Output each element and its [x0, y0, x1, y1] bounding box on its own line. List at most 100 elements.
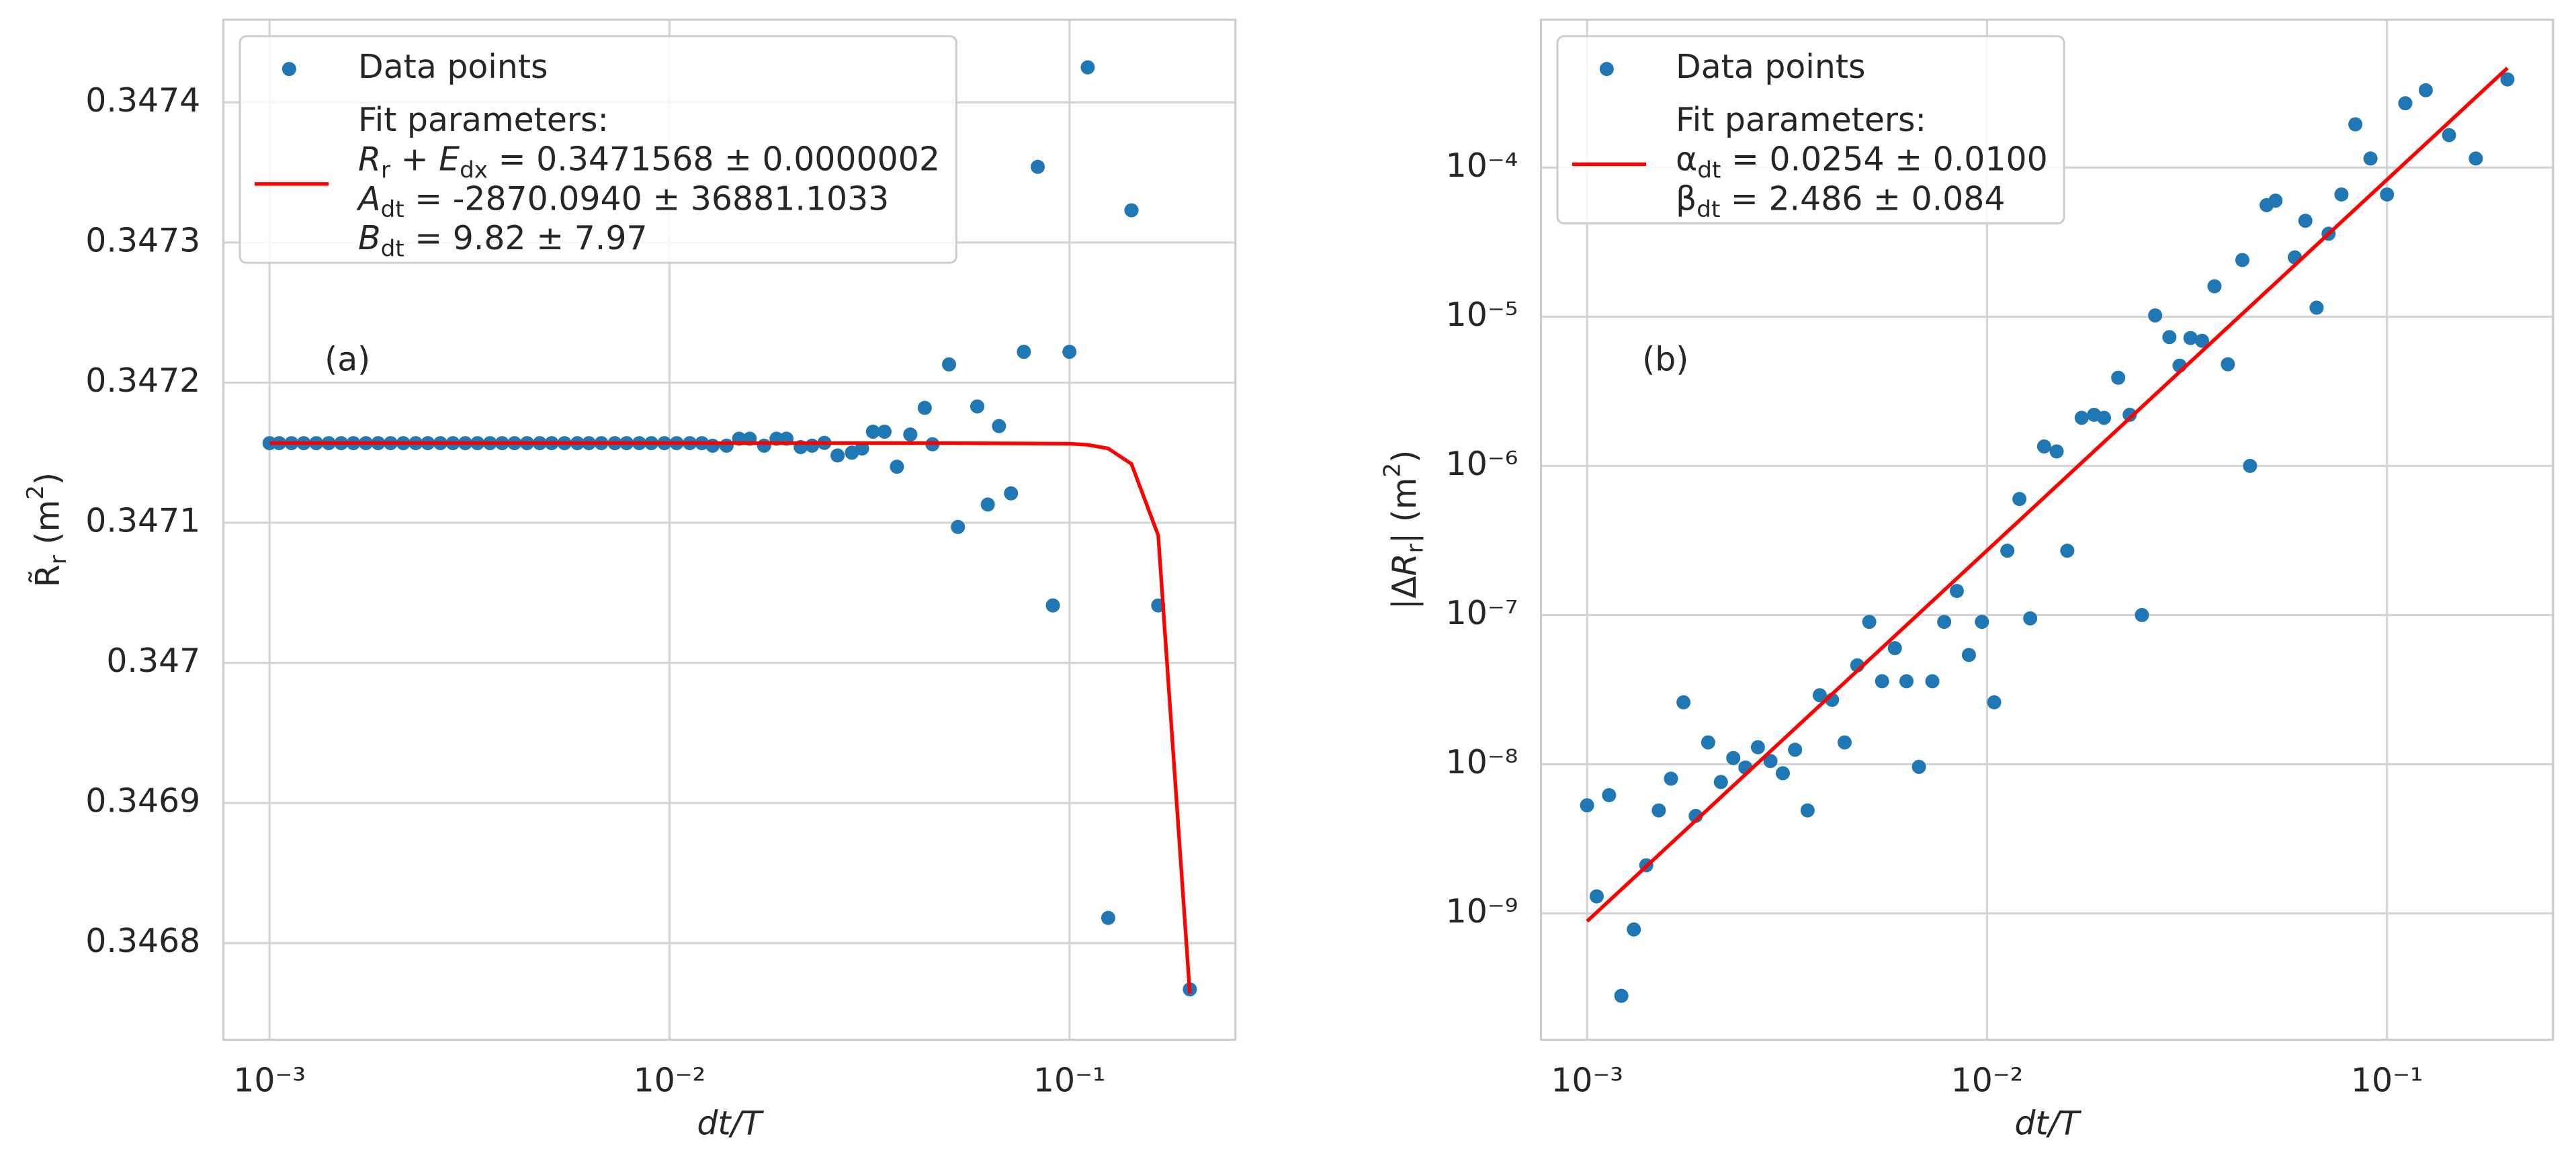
legend-label: Fit parameters:	[1676, 100, 1926, 138]
data-point	[2418, 83, 2433, 97]
data-point	[2468, 151, 2483, 166]
text-run: |Δ	[1385, 576, 1424, 609]
y-tick-label: 0.347	[106, 642, 200, 680]
y-tick-label: 0.3474	[85, 81, 200, 120]
data-point	[1912, 759, 1926, 774]
data-point	[1937, 615, 1952, 630]
data-point	[865, 424, 880, 439]
y-tick-label: 0.3468	[85, 922, 200, 960]
x-axis-label: dt/T	[2014, 1104, 2082, 1142]
data-point	[1862, 615, 1877, 630]
data-point	[2380, 187, 2395, 202]
x-tick-label: 10⁻³	[1551, 1062, 1623, 1100]
x-tick-label: 10⁻²	[634, 1062, 706, 1100]
text-run: (m	[28, 500, 67, 555]
data-point	[2162, 330, 2177, 345]
data-point	[1961, 648, 1976, 662]
data-point	[1676, 695, 1691, 709]
legend-label: Rr + Edx = 0.3471568 ± 0.0000002	[358, 140, 940, 183]
text-run: = 0.3471568 ± 0.0000002	[488, 140, 940, 178]
text-run: r	[381, 157, 391, 183]
data-point	[2049, 444, 2064, 459]
data-point	[1726, 750, 1741, 765]
data-point	[1887, 641, 1902, 656]
text-run: r	[45, 554, 72, 564]
data-point	[2194, 333, 2209, 348]
legend-label: Data points	[1676, 48, 1865, 86]
data-point	[1713, 775, 1728, 789]
data-point	[980, 497, 995, 512]
legend-label: Adt = -2870.0940 ± 36881.1033	[356, 179, 889, 223]
data-point	[2060, 544, 2075, 558]
legend-label: Bdt = 9.82 ± 7.97	[358, 218, 648, 262]
panel: 10⁻³ 10⁻² 10⁻¹ 10⁻⁹ 10⁻⁸ 10⁻⁷ 10⁻⁶ 10⁻⁵ 10⁻⁴ dt/T…	[1379, 18, 2554, 1142]
data-point	[2148, 308, 2163, 323]
text-run: Fit parameters:	[1676, 100, 1926, 138]
y-tick-label: 0.3472	[85, 361, 200, 400]
x-tick-label: 10⁻²	[1951, 1062, 2024, 1100]
fit-line	[269, 441, 1192, 994]
data-point	[1788, 742, 1803, 757]
legend-label: Data points	[358, 48, 548, 86]
data-point	[1800, 803, 1815, 818]
data-point	[1987, 695, 2002, 709]
data-point	[1812, 688, 1827, 703]
text-run: | (m	[1385, 478, 1424, 544]
fit-line	[1586, 67, 2509, 923]
data-point	[2309, 300, 2324, 315]
text-run: Fit parameters:	[358, 100, 609, 138]
data-point	[2363, 151, 2378, 166]
data-point	[1837, 735, 1852, 750]
data-point	[2298, 214, 2313, 228]
text-run: E	[439, 140, 460, 178]
data-point	[1664, 771, 1678, 786]
text-run: dt	[1697, 157, 1721, 183]
data-point	[2111, 370, 2126, 385]
data-point	[2243, 458, 2258, 473]
data-point	[1031, 159, 1045, 174]
y-tick-label: 10⁻⁸	[1446, 743, 1518, 781]
y-tick-label: 10⁻⁹	[1446, 892, 1518, 931]
data-point	[890, 460, 904, 474]
y-tick-label: 10⁻⁵	[1446, 296, 1518, 334]
data-point	[805, 438, 820, 453]
y-tick-label: 0.3469	[85, 782, 200, 820]
legend-box	[239, 35, 957, 264]
data-point	[917, 400, 932, 415]
x-tick-label: 10⁻¹	[2351, 1062, 2423, 1100]
data-point	[1750, 740, 1765, 755]
data-point	[1589, 889, 1604, 904]
y-axis-label: |ΔRr| (m2)	[1379, 450, 1428, 610]
data-point	[757, 438, 771, 453]
x-axis-label: dt/T	[697, 1104, 765, 1142]
data-point	[1004, 486, 1019, 501]
text-run: r	[1402, 543, 1428, 553]
x-tick-label: 10⁻³	[233, 1062, 306, 1100]
data-point	[970, 399, 985, 414]
data-point	[1124, 203, 1139, 218]
y-tick-label: 10⁻⁴	[1446, 146, 1518, 185]
legend-label: Fit parameters:	[358, 100, 609, 138]
y-tick-label: 0.3471	[85, 502, 200, 540]
panel: 10⁻³ 10⁻² 10⁻¹ 0.3468 0.3469 0.347 0.3471 0.347…	[22, 18, 1237, 1142]
data-point	[1875, 674, 1889, 689]
data-point	[2023, 611, 2038, 626]
data-point	[1899, 674, 1914, 689]
data-point	[2036, 439, 2051, 454]
data-point	[2012, 492, 2027, 507]
data-point	[951, 519, 965, 534]
data-point	[1701, 735, 1715, 750]
data-point	[2334, 187, 2349, 202]
data-point	[1580, 798, 1594, 813]
legend-label: αdt = 0.0254 ± 0.0100	[1676, 140, 2048, 183]
text-run: = 2.486 ± 0.084	[1720, 179, 2005, 218]
data-point	[2097, 411, 2112, 425]
data-point	[719, 438, 734, 453]
legend-label: βdt = 2.486 ± 0.084	[1676, 179, 2005, 223]
data-point	[2183, 331, 2198, 345]
data-point	[2074, 411, 2089, 425]
axes-frame	[222, 18, 1237, 1041]
data-point	[1925, 674, 1940, 689]
data-point	[2221, 357, 2235, 372]
data-point	[2500, 72, 2515, 87]
